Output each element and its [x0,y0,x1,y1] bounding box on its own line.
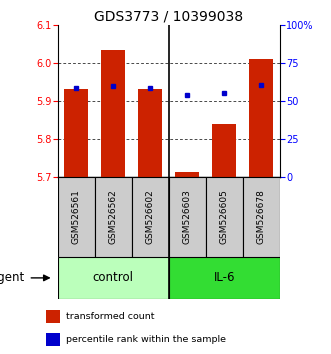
Text: IL-6: IL-6 [213,272,235,284]
Text: GSM526561: GSM526561 [72,189,81,244]
Text: control: control [93,272,134,284]
Text: transformed count: transformed count [66,312,154,321]
Text: percentile rank within the sample: percentile rank within the sample [66,335,226,344]
Text: agent: agent [0,272,24,284]
Bar [46,333,61,346]
Text: GSM526678: GSM526678 [257,189,266,244]
Bar [95,177,132,257]
Text: GSM526562: GSM526562 [109,189,118,244]
Title: GDS3773 / 10399038: GDS3773 / 10399038 [94,10,243,24]
Text: GSM526603: GSM526603 [183,189,192,244]
Bar [58,257,169,299]
Bar [212,124,236,177]
Bar [206,177,243,257]
Bar [243,177,280,257]
Bar [175,172,199,177]
Bar [249,59,273,177]
Bar [132,177,169,257]
Bar [169,177,206,257]
Bar [101,50,125,177]
Bar [169,257,280,299]
Bar [138,90,162,177]
Text: GSM526605: GSM526605 [220,189,229,244]
Bar [65,90,88,177]
Bar [46,310,61,323]
Bar [58,177,95,257]
Text: GSM526602: GSM526602 [146,189,155,244]
